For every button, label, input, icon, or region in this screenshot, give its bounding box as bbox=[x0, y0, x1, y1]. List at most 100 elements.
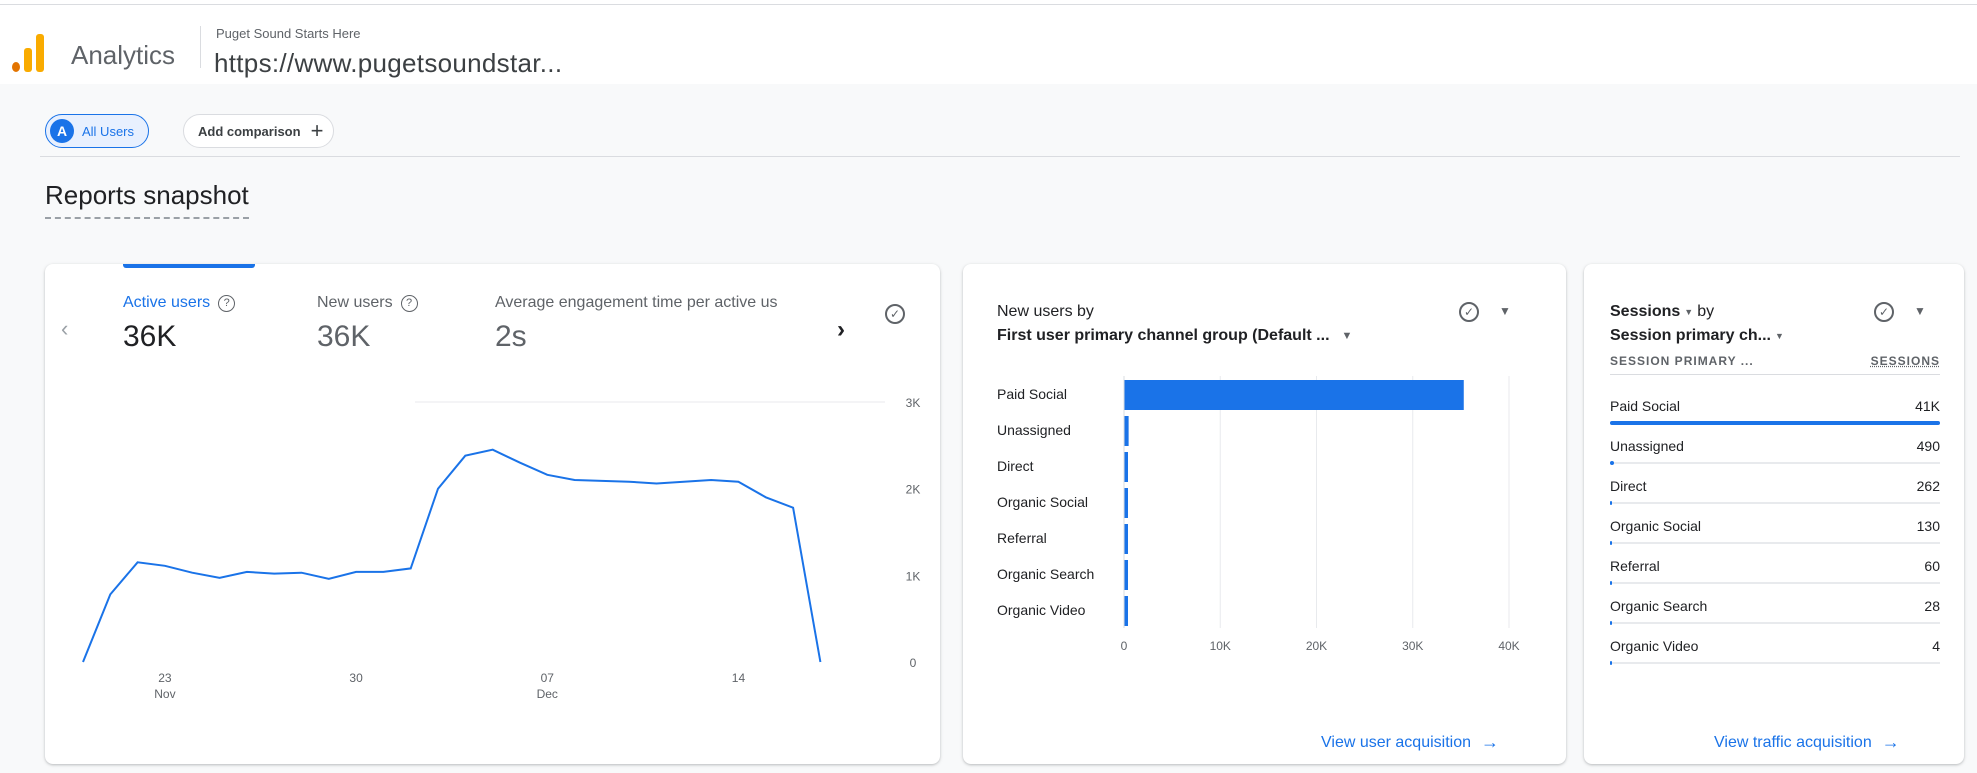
all-users-label: All Users bbox=[82, 123, 135, 139]
help-icon[interactable]: ? bbox=[400, 294, 418, 312]
row-label: Organic Video bbox=[1610, 638, 1699, 654]
bar[interactable] bbox=[1124, 416, 1129, 446]
table-row[interactable]: Direct 262 bbox=[1610, 478, 1940, 518]
table-row[interactable]: Organic Search 28 bbox=[1610, 598, 1940, 638]
category-label: Paid Social bbox=[997, 386, 1067, 402]
plus-icon: + bbox=[310, 118, 324, 143]
dimension-selector[interactable]: Session primary ch... bbox=[1610, 327, 1771, 344]
chevron-down-icon[interactable]: ▼ bbox=[1914, 304, 1926, 318]
x-tick-label: 0 bbox=[1121, 639, 1128, 653]
metric-label: New users bbox=[317, 294, 393, 311]
table-row[interactable]: Referral 60 bbox=[1610, 558, 1940, 598]
column-header-sessions[interactable]: SESSIONS bbox=[1870, 354, 1940, 368]
x-tick-day: 23 bbox=[158, 671, 172, 685]
metric-tab-avg-engagement[interactable]: Average engagement time per active us 2s bbox=[495, 294, 825, 354]
row-label: Organic Social bbox=[1610, 518, 1702, 534]
row-bar-fill bbox=[1610, 661, 1612, 665]
row-value: 41K bbox=[1915, 398, 1940, 414]
active-tab-indicator bbox=[123, 264, 255, 268]
y-tick-label: 3K bbox=[906, 396, 921, 410]
bar[interactable] bbox=[1124, 596, 1128, 626]
x-tick-label: 30K bbox=[1402, 639, 1423, 653]
metric-selector[interactable]: Sessions bbox=[1610, 303, 1681, 320]
active-users-line-chart: 3K 2K 1K 0 23 Nov 30 07 Dec 14 bbox=[82, 396, 921, 701]
chevron-down-icon[interactable]: ▼ bbox=[1684, 307, 1694, 317]
metric-value: 36K bbox=[123, 320, 177, 353]
row-bar-track bbox=[1610, 662, 1940, 664]
header-divider bbox=[1610, 374, 1940, 375]
column-header-channel[interactable]: SESSION PRIMARY ... bbox=[1610, 354, 1754, 368]
category-label: Organic Search bbox=[997, 566, 1094, 582]
category-label: Direct bbox=[997, 458, 1034, 474]
app-divider bbox=[200, 26, 201, 68]
bar[interactable] bbox=[1124, 524, 1128, 554]
row-value: 490 bbox=[1916, 438, 1940, 454]
view-user-acquisition-link[interactable]: View user acquisition → bbox=[1321, 732, 1499, 753]
metric-tab-new-users[interactable]: New users ? 36K bbox=[317, 294, 418, 354]
table-row[interactable]: Unassigned 490 bbox=[1610, 438, 1940, 478]
row-label: Referral bbox=[1610, 558, 1660, 574]
row-value: 60 bbox=[1924, 558, 1940, 574]
row-label: Unassigned bbox=[1610, 438, 1684, 454]
series-line-active-users bbox=[82, 448, 822, 663]
arrow-right-icon: → bbox=[1881, 732, 1900, 752]
chevron-down-icon[interactable]: ▼ bbox=[1341, 330, 1353, 342]
row-bar-fill bbox=[1610, 461, 1614, 465]
add-comparison-button[interactable]: Add comparison + bbox=[183, 114, 335, 148]
chevron-right-icon[interactable]: › bbox=[837, 316, 845, 343]
all-users-chip[interactable]: A All Users bbox=[45, 114, 150, 148]
app-name: Analytics bbox=[71, 40, 176, 70]
property-name[interactable]: Puget Sound Starts Here bbox=[216, 26, 361, 41]
sessions-channel-card: Sessions ▼ by Session primary ch... ▼ ✓ … bbox=[1584, 264, 1964, 764]
bar[interactable] bbox=[1124, 488, 1128, 518]
table-row[interactable]: Organic Video 4 bbox=[1610, 638, 1940, 678]
row-label: Direct bbox=[1610, 478, 1647, 494]
y-tick-label: 2K bbox=[906, 483, 921, 497]
x-tick-day: 14 bbox=[732, 671, 746, 685]
dimension-selector[interactable]: First user primary channel group (Defaul… bbox=[997, 327, 1330, 344]
metric-tab-active-users[interactable]: Active users ? 36K bbox=[123, 294, 236, 354]
row-bar-track bbox=[1610, 542, 1940, 544]
table-header: SESSION PRIMARY ... SESSIONS bbox=[1610, 354, 1940, 368]
arrow-right-icon: → bbox=[1481, 732, 1500, 752]
row-value: 28 bbox=[1924, 598, 1940, 614]
x-tick-day: 07 bbox=[541, 671, 555, 685]
check-circle-icon[interactable]: ✓ bbox=[1459, 302, 1479, 322]
new-users-bar-chart: 0 10K 20K 30K 40K Paid Social Unassigned Direct… bbox=[997, 376, 1520, 653]
x-tick-label: 20K bbox=[1306, 639, 1327, 653]
row-value: 4 bbox=[1932, 638, 1940, 654]
bar[interactable] bbox=[1124, 452, 1128, 482]
bar[interactable] bbox=[1124, 560, 1128, 590]
category-label: Organic Video bbox=[997, 602, 1086, 618]
chevron-left-icon[interactable]: ‹ bbox=[61, 316, 69, 341]
card-title: Sessions ▼ by Session primary ch... ▼ bbox=[1610, 300, 1784, 348]
analytics-logo-icon[interactable] bbox=[12, 32, 46, 72]
table-row[interactable]: Paid Social 41K bbox=[1610, 398, 1940, 438]
check-circle-icon[interactable]: ✓ bbox=[1874, 302, 1894, 322]
x-tick-month: Nov bbox=[154, 687, 175, 701]
row-bar-fill bbox=[1610, 581, 1612, 585]
table-row[interactable]: Organic Social 130 bbox=[1610, 518, 1940, 558]
bar[interactable] bbox=[1124, 380, 1464, 410]
new-users-channel-card: New users by First user primary channel … bbox=[963, 264, 1566, 764]
row-value: 262 bbox=[1916, 478, 1940, 494]
category-label: Referral bbox=[997, 530, 1047, 546]
category-label: Organic Social bbox=[997, 494, 1088, 510]
y-tick-label: 0 bbox=[910, 656, 917, 670]
chevron-down-icon[interactable]: ▼ bbox=[1774, 331, 1784, 341]
property-selector[interactable]: https://www.pugetsoundstar... bbox=[214, 48, 563, 78]
row-bar-fill bbox=[1610, 541, 1612, 545]
row-bar-fill bbox=[1610, 621, 1612, 625]
x-tick-label: 40K bbox=[1498, 639, 1519, 653]
metric-value: 36K bbox=[317, 320, 371, 353]
link-label: View traffic acquisition bbox=[1714, 733, 1872, 751]
help-icon[interactable]: ? bbox=[218, 294, 236, 312]
card-title: New users by First user primary channel … bbox=[997, 300, 1352, 348]
row-bar-track bbox=[1610, 462, 1940, 464]
card-title-top: New users by bbox=[997, 303, 1094, 320]
chevron-down-icon[interactable]: ▼ bbox=[1499, 304, 1511, 318]
view-traffic-acquisition-link[interactable]: View traffic acquisition → bbox=[1714, 732, 1900, 753]
check-circle-icon[interactable]: ✓ bbox=[885, 304, 905, 324]
metric-label: Active users bbox=[123, 294, 211, 311]
y-tick-label: 1K bbox=[906, 569, 921, 583]
